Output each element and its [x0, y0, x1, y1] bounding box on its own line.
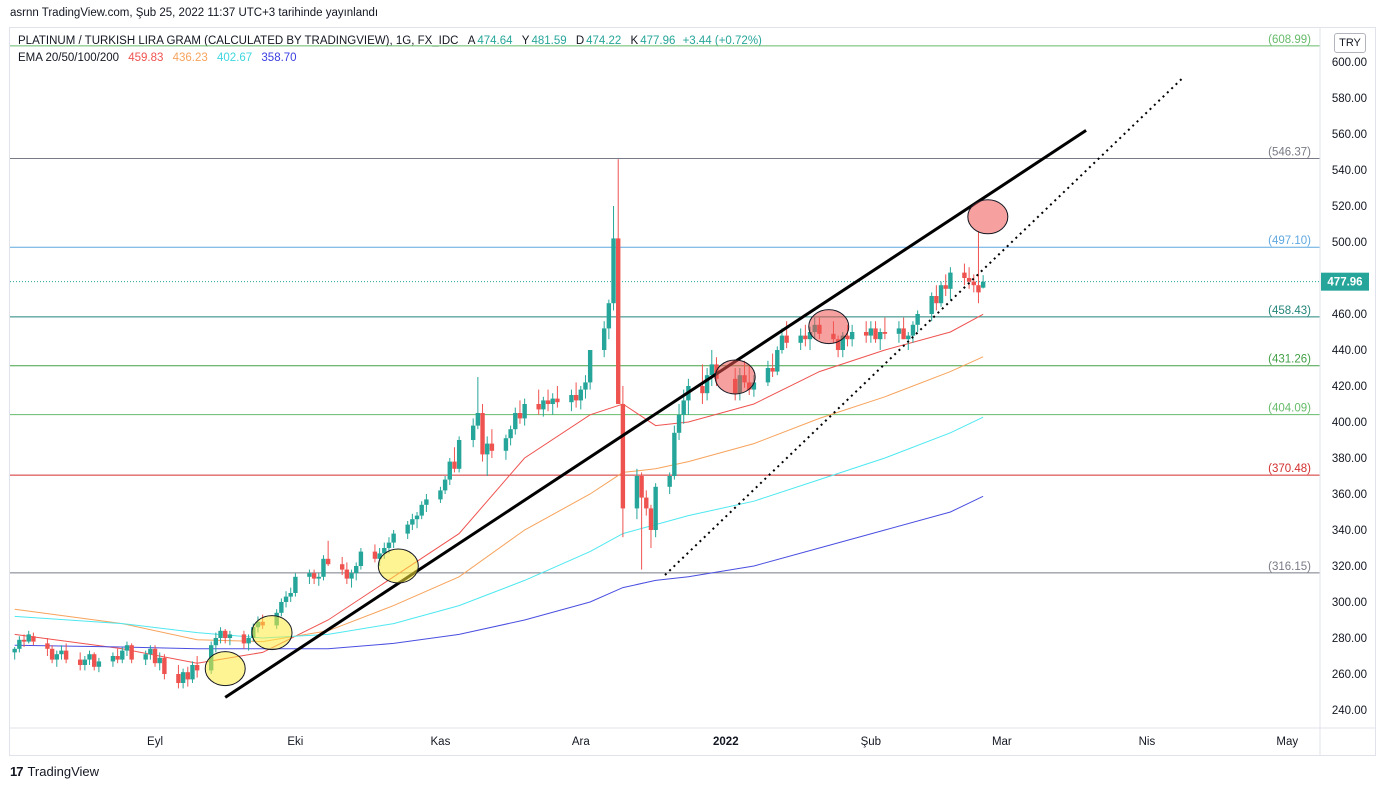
ema100-value: 402.67	[217, 52, 253, 64]
high-label: Y	[521, 35, 530, 47]
close-label: K	[630, 35, 639, 47]
ema-label[interactable]: EMA 20/50/100/200	[18, 52, 120, 64]
change-value: +3.44 (+0.72%)	[682, 35, 762, 47]
chart-frame[interactable]	[9, 27, 1376, 756]
open-label: A	[467, 35, 476, 47]
ema200-value: 358.70	[261, 52, 297, 64]
symbol-legend[interactable]: PLATINUM / TURKISH LIRA GRAM (CALCULATED…	[18, 35, 762, 47]
open-value: 474.64	[477, 35, 513, 47]
low-label: D	[575, 35, 585, 47]
low-value: 474.22	[586, 35, 622, 47]
ema-legend[interactable]: EMA 20/50/100/200 459.83 436.23 402.67 3…	[18, 52, 297, 64]
brand-name: TradingView	[27, 764, 100, 779]
currency-button[interactable]: TRY	[1334, 33, 1366, 53]
tradingview-brand[interactable]: 17 TradingView	[10, 764, 99, 779]
published-line: asrnn TradingView.com, Şub 25, 2022 11:3…	[10, 7, 379, 19]
symbol-title[interactable]: PLATINUM / TURKISH LIRA GRAM (CALCULATED…	[18, 35, 459, 47]
tradingview-logo-icon: 17	[10, 764, 24, 779]
ema20-value: 459.83	[128, 52, 164, 64]
ema50-value: 436.23	[172, 52, 208, 64]
high-value: 481.59	[531, 35, 567, 47]
close-value: 477.96	[640, 35, 676, 47]
